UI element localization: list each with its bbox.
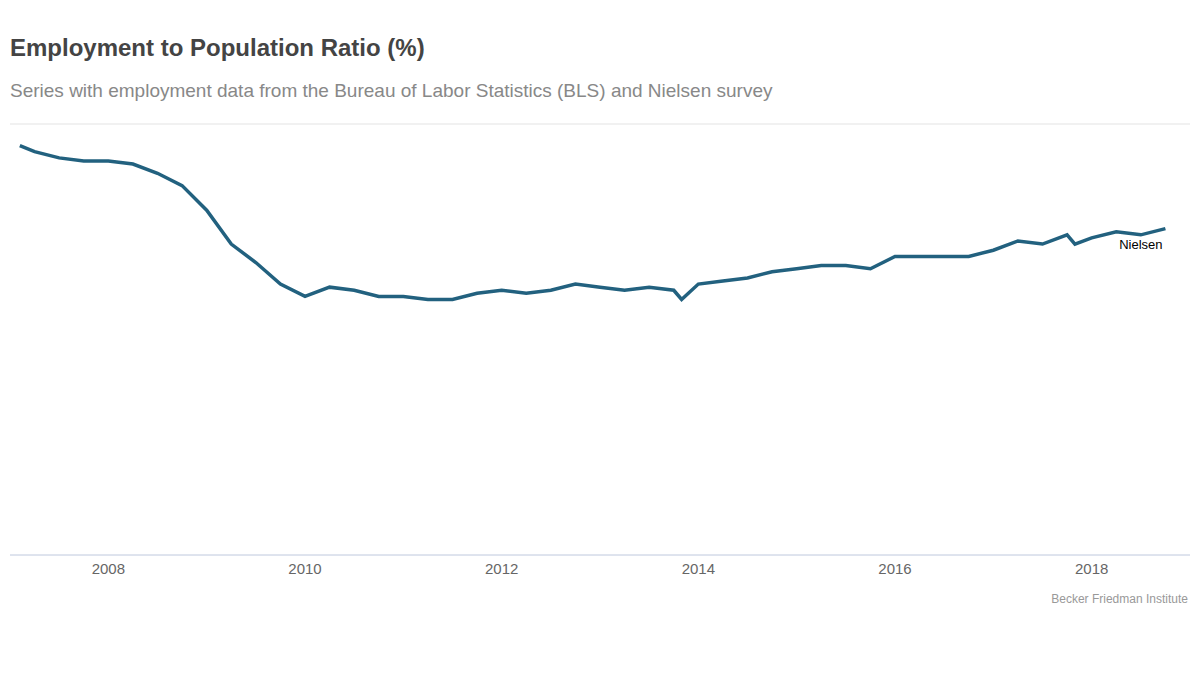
svg-text:2016: 2016 bbox=[878, 560, 911, 577]
svg-text:2012: 2012 bbox=[485, 560, 518, 577]
svg-text:2010: 2010 bbox=[288, 560, 321, 577]
svg-text:2014: 2014 bbox=[682, 560, 715, 577]
html-text:Becker Friedman Institute: Becker Friedman Institute bbox=[1051, 592, 1188, 606]
svg-text:2018: 2018 bbox=[1075, 560, 1108, 577]
html-text:Series with employment data fr: Series with employment data from the Bur… bbox=[10, 80, 773, 101]
svg-text:Nielsen: Nielsen bbox=[1119, 237, 1162, 252]
svg-text:2008: 2008 bbox=[92, 560, 125, 577]
html-text:Employment to Population Ratio: Employment to Population Ratio (%) bbox=[10, 34, 425, 61]
